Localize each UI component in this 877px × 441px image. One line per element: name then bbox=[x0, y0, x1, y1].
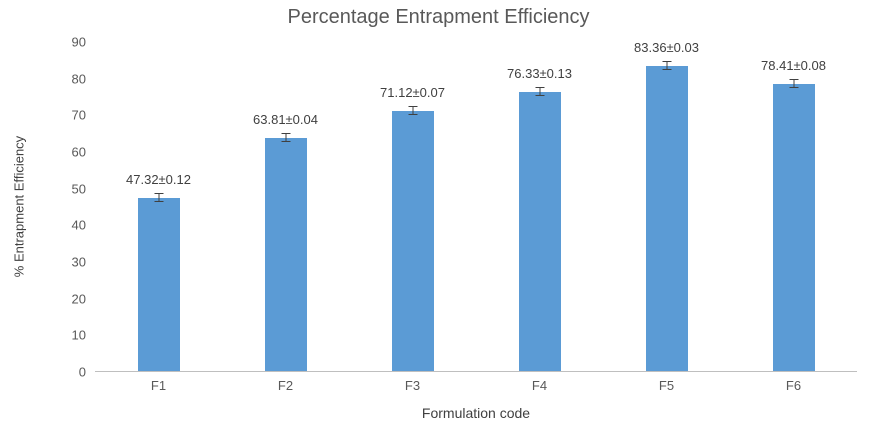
bar-value-label: 83.36±0.03 bbox=[634, 40, 699, 56]
x-tick-label: F6 bbox=[785, 378, 802, 393]
y-tick-label: 10 bbox=[71, 327, 86, 343]
bar-value-label: 78.41±0.08 bbox=[761, 58, 826, 74]
bar bbox=[264, 137, 307, 371]
y-tick-label: 80 bbox=[71, 71, 86, 87]
y-tick-label: 0 bbox=[78, 364, 86, 380]
bar-value-label: 71.12±0.07 bbox=[380, 85, 445, 101]
bar bbox=[137, 198, 180, 371]
x-tick-label: F3 bbox=[404, 378, 421, 393]
error-bar bbox=[789, 79, 798, 89]
x-axis-title: Formulation code bbox=[421, 405, 531, 421]
y-tick-label: 90 bbox=[71, 34, 86, 50]
y-tick-label: 20 bbox=[71, 291, 86, 307]
bar-group: 78.41±0.08 bbox=[730, 42, 857, 371]
bars-area: 47.32±0.12 63.81±0.04 71.12±0.07 76.33±0.13… bbox=[95, 40, 857, 371]
y-axis-title: % Entrapment Efficiency bbox=[11, 135, 27, 278]
y-tick-label: 30 bbox=[71, 254, 86, 270]
bar bbox=[772, 84, 815, 371]
error-bar bbox=[281, 132, 290, 142]
y-tick-label: 40 bbox=[71, 217, 86, 233]
bar bbox=[645, 66, 688, 371]
bar-group: 83.36±0.03 bbox=[603, 40, 730, 371]
bar-group: 76.33±0.13 bbox=[476, 42, 603, 371]
bar bbox=[518, 91, 561, 371]
error-bar bbox=[662, 61, 671, 71]
bar-group: 47.32±0.12 bbox=[95, 42, 222, 371]
error-bar bbox=[154, 193, 163, 203]
bar-value-label: 76.33±0.13 bbox=[507, 65, 572, 81]
bar-value-label: 47.32±0.12 bbox=[126, 172, 191, 188]
error-bar bbox=[535, 86, 544, 96]
y-axis-ticks: 0 10 20 30 40 50 60 70 80 90 bbox=[40, 35, 86, 380]
x-tick-label: F1 bbox=[150, 378, 167, 393]
bar-group: 71.12±0.07 bbox=[349, 42, 476, 371]
y-tick-label: 60 bbox=[71, 144, 86, 160]
x-axis-ticks: F1 F2 F3 F4 F5 F6 bbox=[95, 378, 857, 393]
x-tick-label: F2 bbox=[277, 378, 294, 393]
x-tick-label: F5 bbox=[658, 378, 675, 393]
bar-value-label: 63.81±0.04 bbox=[253, 111, 318, 127]
x-tick-label: F4 bbox=[531, 378, 548, 393]
error-bar bbox=[408, 106, 417, 116]
plot-area: 47.32±0.12 63.81±0.04 71.12±0.07 76.33±0.13… bbox=[95, 40, 857, 372]
bar-group: 63.81±0.04 bbox=[222, 42, 349, 371]
y-tick-label: 50 bbox=[71, 181, 86, 197]
y-tick-label: 70 bbox=[71, 107, 86, 123]
bar bbox=[391, 111, 434, 371]
chart-title: Percentage Entrapment Efficiency bbox=[287, 6, 590, 28]
